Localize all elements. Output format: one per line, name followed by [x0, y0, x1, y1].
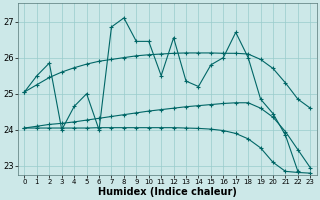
- X-axis label: Humidex (Indice chaleur): Humidex (Indice chaleur): [98, 187, 237, 197]
